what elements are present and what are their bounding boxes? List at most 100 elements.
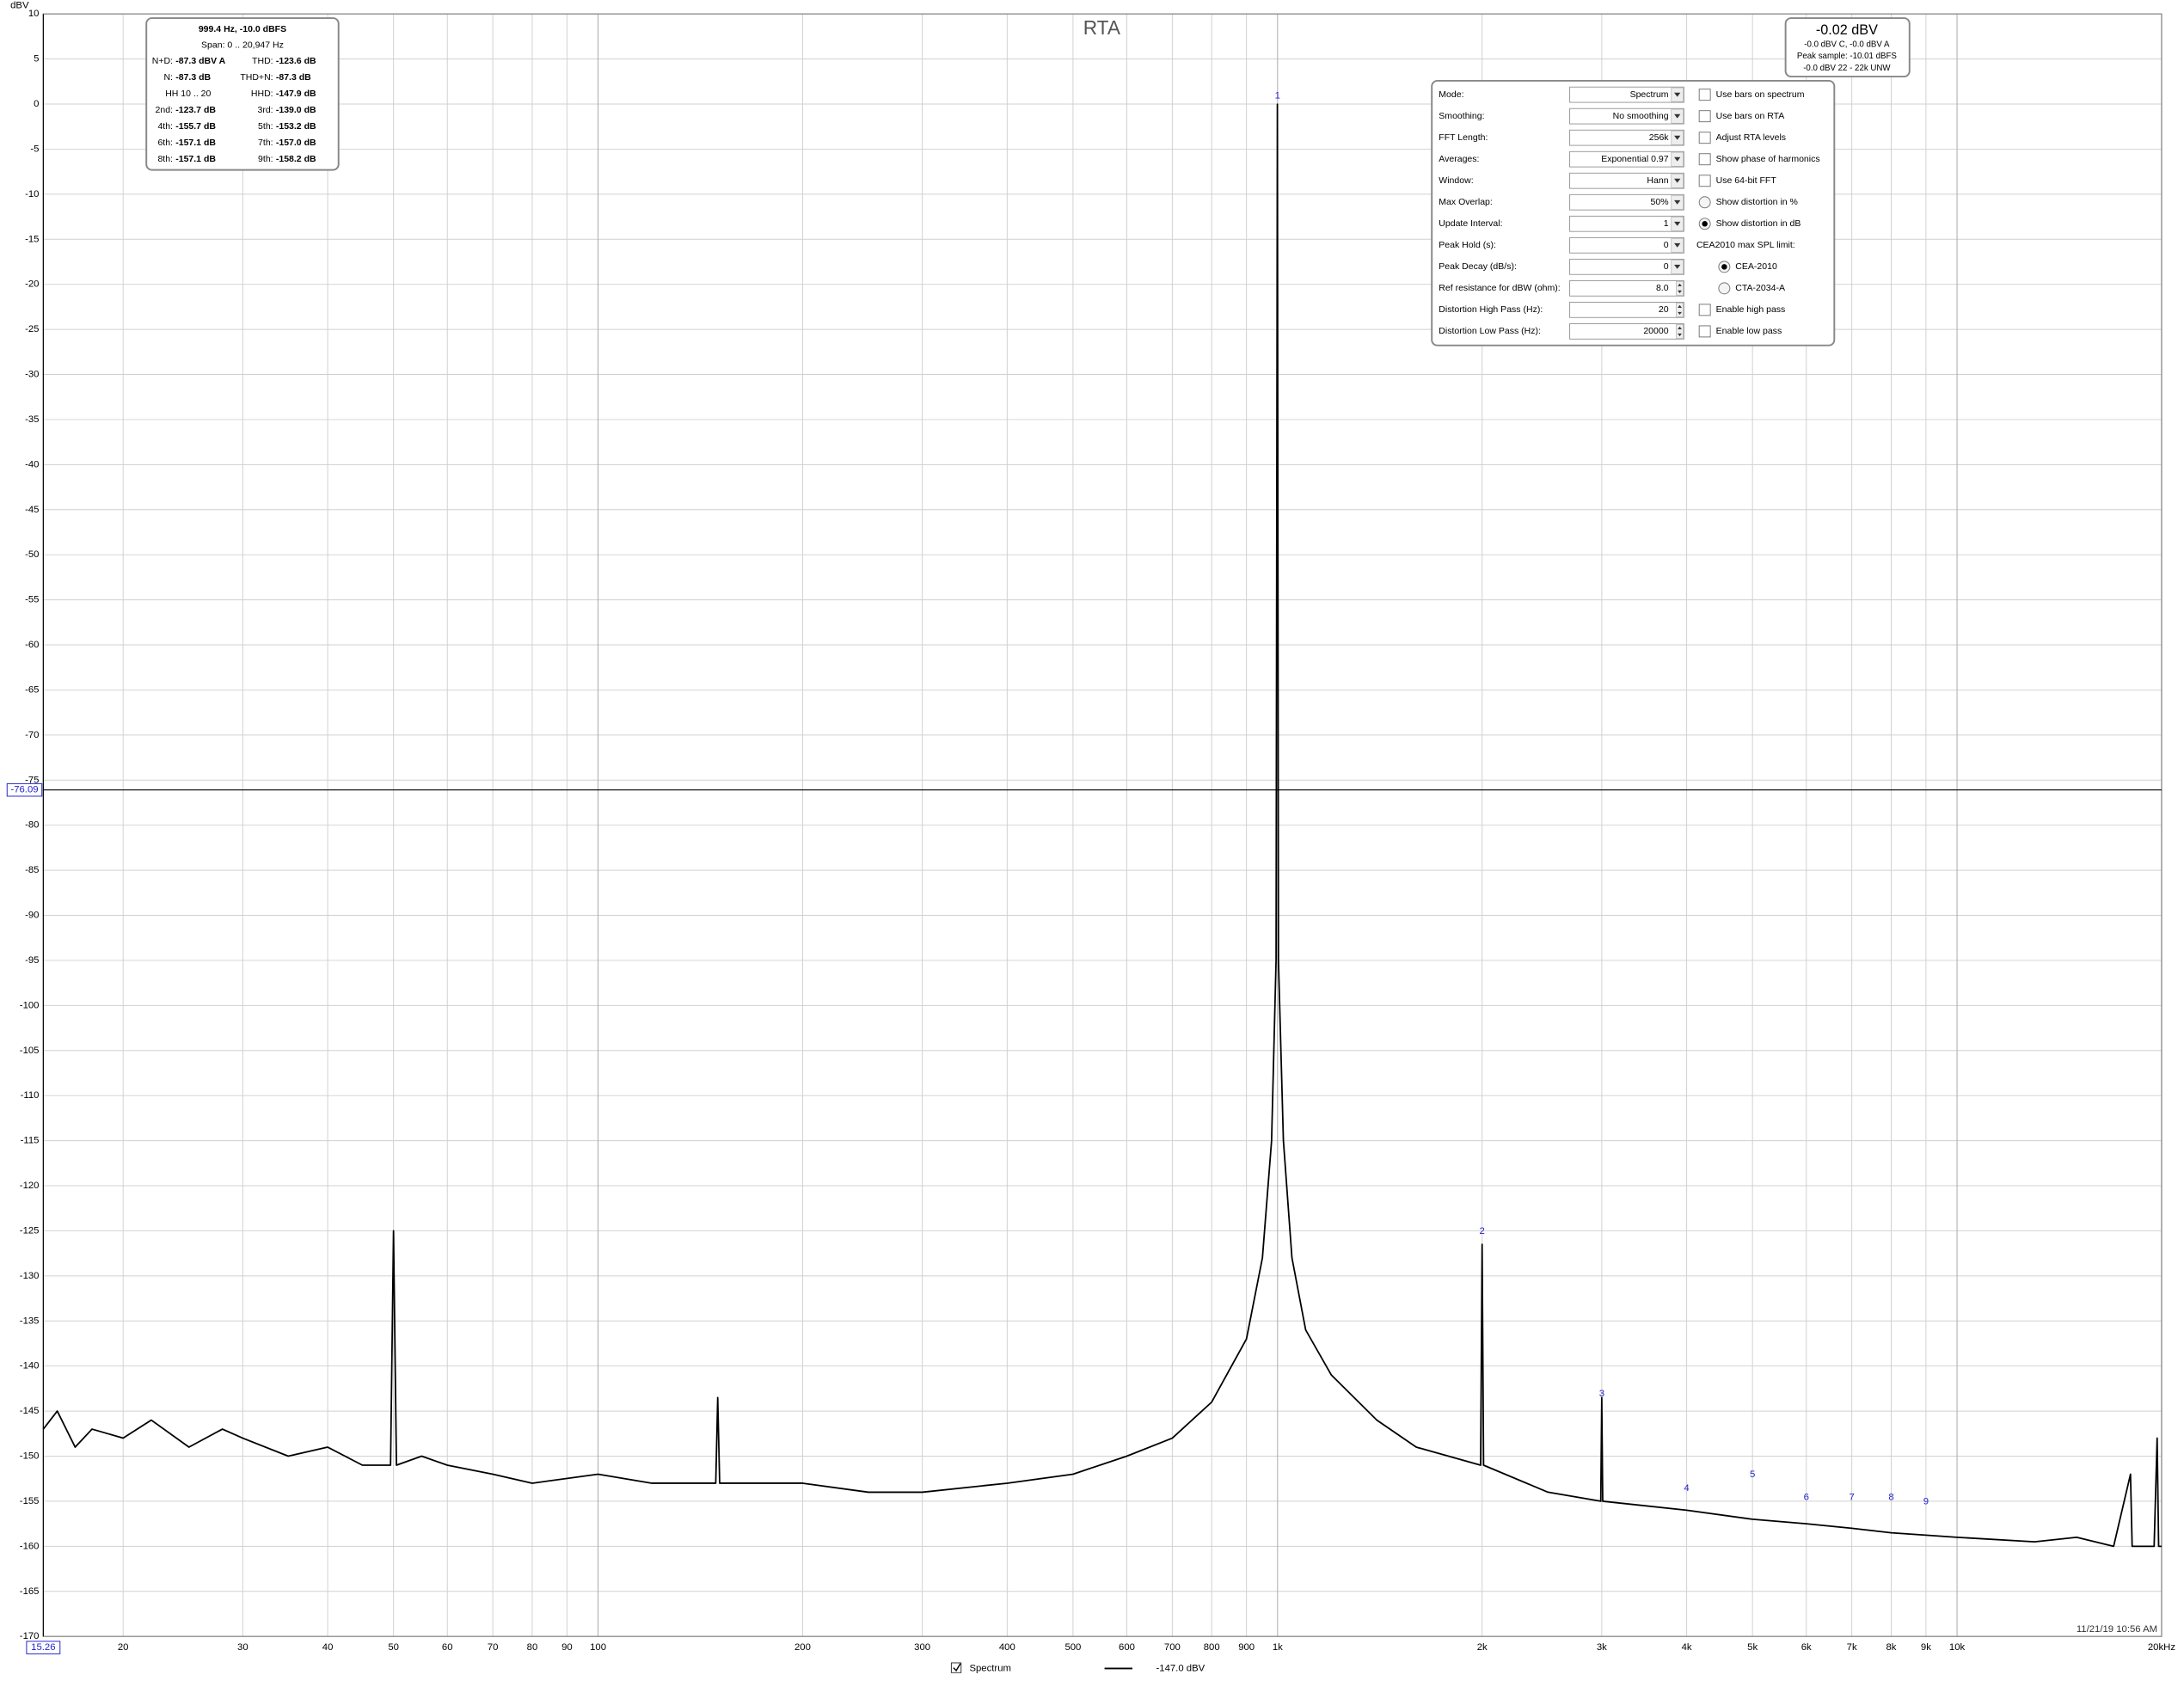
- level-line: Peak sample: -10.01 dBFS: [1797, 52, 1897, 61]
- spin-button[interactable]: [1676, 280, 1684, 296]
- y-tick-label: -165: [20, 1586, 40, 1597]
- harmonic-marker: 3: [1599, 1389, 1604, 1399]
- stats-value: -123.7 dB: [175, 105, 216, 115]
- checkbox[interactable]: [1698, 175, 1711, 187]
- field-input[interactable]: [1569, 323, 1684, 340]
- y-tick-label: -110: [21, 1090, 40, 1101]
- option-label: CEA-2010: [1735, 261, 1777, 272]
- option-label: Show distortion in dB: [1716, 218, 1801, 229]
- chart-title: RTA: [1083, 16, 1121, 39]
- y-tick-label: -5: [30, 144, 39, 154]
- field-input[interactable]: [1569, 129, 1684, 146]
- spectrum-line: [42, 103, 2162, 1548]
- stats-value: -155.7 dB: [175, 121, 216, 132]
- stats-label: N+D:: [152, 56, 173, 66]
- y-tick-label: -120: [20, 1181, 40, 1191]
- level-line: -0.0 dBV C, -0.0 dBV A: [1804, 40, 1890, 49]
- stats-value: -147.9 dB: [276, 89, 316, 99]
- overlays: Spectrum -147.0 dBV 999.4 Hz, -10.0 dBFS Sp…: [145, 17, 1911, 1673]
- field-label: Distortion Low Pass (Hz):: [1439, 326, 1541, 336]
- legend-label: Spectrum: [969, 1663, 1010, 1673]
- stats-label: 8th:: [157, 154, 173, 164]
- field-value: 8.0: [1656, 283, 1669, 293]
- stats-label: HH 10 .. 20: [165, 89, 211, 99]
- field-label: Peak Hold (s):: [1439, 240, 1496, 250]
- option-label: Enable low pass: [1716, 326, 1782, 336]
- spin-arrows: [1678, 283, 1682, 294]
- stats-header: Span: 0 .. 20,947 Hz: [201, 40, 284, 51]
- y-axis-label: dBV: [10, 0, 29, 10]
- stats-label: 2nd:: [156, 105, 173, 115]
- x-tick-label: 90: [561, 1642, 573, 1653]
- checkbox[interactable]: [1698, 89, 1711, 101]
- x-tick-label: 900: [1238, 1642, 1255, 1653]
- field-input[interactable]: [1569, 172, 1684, 189]
- option-label: Show distortion in %: [1716, 197, 1798, 207]
- dropdown-arrow: [1674, 242, 1681, 248]
- y-tick-label: -145: [20, 1406, 40, 1416]
- y-tick-label: -125: [20, 1225, 40, 1236]
- option-label: Use 64-bit FFT: [1716, 175, 1777, 186]
- field-input[interactable]: [1569, 215, 1684, 232]
- checkbox[interactable]: [1698, 304, 1711, 316]
- field-label: Max Overlap:: [1439, 197, 1493, 207]
- field-label: Distortion High Pass (Hz):: [1439, 304, 1543, 315]
- checkbox[interactable]: [1698, 153, 1711, 166]
- field-label: Window:: [1439, 175, 1473, 186]
- x-tick-label: 7k: [1847, 1642, 1857, 1653]
- harmonic-marker: 1: [1275, 90, 1280, 101]
- field-input[interactable]: [1569, 236, 1684, 254]
- field-input[interactable]: [1569, 107, 1684, 125]
- x-tick-label: 80: [527, 1642, 538, 1653]
- x-tick-label: 800: [1204, 1642, 1220, 1653]
- harmonic-marker: 9: [1923, 1497, 1929, 1507]
- field-label: Smoothing:: [1439, 111, 1484, 121]
- field-input[interactable]: [1569, 150, 1684, 168]
- field-input[interactable]: [1569, 193, 1684, 211]
- level-main: -0.02 dBV: [1816, 22, 1878, 38]
- stats-label: 7th:: [258, 138, 273, 148]
- spin-button[interactable]: [1676, 302, 1684, 317]
- x-tick-label: 30: [237, 1642, 248, 1653]
- stats-value: -87.3 dB: [175, 72, 211, 83]
- y-tick-label: -75: [25, 775, 39, 785]
- checkbox[interactable]: [1698, 325, 1711, 338]
- field-input[interactable]: [1569, 86, 1684, 103]
- y-tick-label: -100: [20, 1000, 40, 1010]
- y-tick-label: -150: [20, 1451, 40, 1462]
- field-input[interactable]: [1569, 301, 1684, 318]
- field-value: 256k: [1649, 132, 1670, 143]
- x-tick-label: 10k: [1949, 1642, 1966, 1653]
- spin-button[interactable]: [1676, 323, 1684, 339]
- option-label: Show phase of harmonics: [1716, 154, 1820, 164]
- harmonic-marker: 6: [1804, 1492, 1809, 1502]
- field-input[interactable]: [1569, 279, 1684, 297]
- y-tick-label: 10: [28, 9, 40, 19]
- legend-check: [953, 1663, 961, 1672]
- stats-value: -157.1 dB: [175, 154, 216, 164]
- field-value: Spectrum: [1630, 89, 1669, 100]
- field-label: Averages:: [1439, 154, 1479, 164]
- y-tick-label: -55: [25, 595, 39, 605]
- y-tick-label: -90: [25, 911, 39, 921]
- radio[interactable]: [1698, 196, 1711, 209]
- cursor-box: [26, 1641, 61, 1654]
- field-value: 20000: [1643, 326, 1668, 336]
- spin-arrows: [1678, 326, 1682, 337]
- option-label: Use bars on spectrum: [1716, 89, 1805, 100]
- option-heading: CEA2010 max SPL limit:: [1696, 240, 1795, 250]
- dropdown-arrow: [1674, 178, 1681, 183]
- radio[interactable]: [1718, 282, 1731, 295]
- x-tick-label: 1k: [1273, 1642, 1283, 1653]
- checkbox[interactable]: [1698, 110, 1711, 123]
- harmonic-marker: 4: [1684, 1483, 1689, 1494]
- legend-checkbox[interactable]: [950, 1662, 962, 1673]
- x-tick-label: 200: [794, 1642, 811, 1653]
- field-input[interactable]: [1569, 258, 1684, 275]
- dropdown-arrow: [1674, 199, 1681, 205]
- checkbox[interactable]: [1698, 132, 1711, 144]
- x-tick-label: 20: [118, 1642, 129, 1653]
- y-tick-label: -155: [20, 1496, 40, 1506]
